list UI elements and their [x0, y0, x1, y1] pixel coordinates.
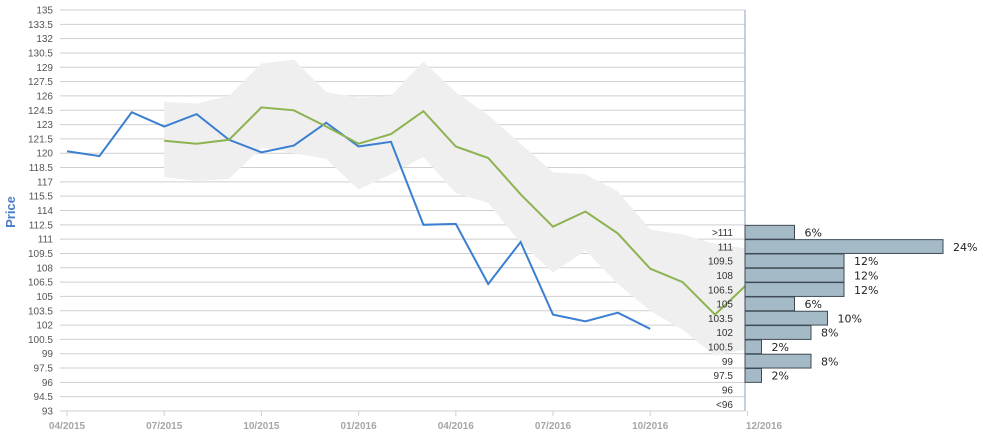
x-tick-label: 07/2016 [535, 421, 572, 432]
y-tick-label: 111 [38, 235, 54, 246]
y-tick-label: 115.5 [29, 192, 54, 203]
x-tick-label: 04/2015 [49, 421, 86, 432]
histogram-bin-label: 111 [718, 242, 734, 253]
histogram-bin-label: 99 [722, 357, 734, 368]
histogram-bar-value: 2% [772, 370, 789, 383]
y-axis-label: Price [3, 196, 18, 228]
grid-lines [60, 9, 745, 412]
histogram-bar [744, 253, 845, 269]
histogram-bar [744, 282, 845, 297]
histogram-bin-label: 106.5 [708, 285, 733, 296]
histogram-bar [744, 239, 944, 254]
y-axis-ticks: 93 94.5 96 97.5 99 100.5 102 103.5 105 106.5 108 10… [28, 6, 53, 418]
histogram-bar [744, 310, 828, 326]
histogram-bar-value: 6% [805, 298, 822, 311]
y-tick-label: 108 [36, 263, 53, 274]
histogram-bin-label: 97.5 [714, 371, 734, 382]
y-tick-label: 121.5 [28, 134, 53, 145]
histogram-bar-value: 8% [821, 327, 838, 340]
series-line-2 [164, 106, 749, 316]
y-tick-label: 129 [36, 63, 53, 74]
histogram-bar-value: 24% [953, 241, 977, 254]
y-tick-label: 127.5 [28, 77, 53, 88]
y-tick-label: 126 [36, 91, 53, 102]
histogram-bar-value: 6% [805, 226, 822, 239]
histogram: >111 6% 111 24% 109.5 12% 108 12% 106.5 12% 105 6% 1… [708, 224, 977, 411]
x-tick-label: 04/2016 [438, 421, 475, 432]
y-tick-label: 97.5 [34, 364, 54, 375]
y-tick-label: 130.5 [28, 48, 53, 59]
histogram-bar-value: 12% [854, 255, 878, 268]
histogram-bin-label: 100.5 [708, 343, 733, 354]
y-tick-label: 120 [36, 149, 53, 160]
histogram-bar-value: 8% [821, 355, 838, 368]
histogram-bar [744, 339, 762, 355]
x-tick-label: 10/2016 [632, 421, 669, 432]
histogram-bar [744, 368, 762, 383]
y-tick-label: 133.5 [28, 20, 53, 31]
y-tick-label: 99 [42, 349, 54, 360]
y-tick-label: 123 [36, 120, 53, 131]
y-tick-label: 94.5 [34, 392, 54, 403]
y-tick-label: 103.5 [28, 306, 53, 317]
y-tick-label: 100.5 [28, 335, 53, 346]
histogram-bin-label: <96 [716, 400, 733, 411]
y-tick-label: 105 [36, 292, 53, 303]
histogram-bin-label: 108 [716, 271, 733, 282]
histogram-bar [744, 353, 812, 369]
x-axis-ticks: 04/2015 07/2015 10/2015 01/2016 04/2016 07/20… [49, 411, 783, 432]
y-tick-label: 135 [36, 6, 53, 17]
histogram-bar [744, 267, 845, 283]
histogram-bar-value: 12% [854, 269, 878, 282]
histogram-bin-label: 102 [716, 328, 733, 339]
series-line-1 [66, 110, 651, 330]
y-tick-label: 109.5 [28, 249, 53, 260]
y-tick-label: 93 [42, 407, 54, 418]
x-tick-label: 07/2015 [146, 421, 183, 432]
y-tick-label: 114 [37, 206, 53, 217]
y-tick-label: 124.5 [28, 106, 53, 117]
y-tick-label: 102 [36, 321, 53, 332]
y-tick-label: 106.5 [28, 278, 53, 289]
histogram-bin-label: 109.5 [708, 257, 733, 268]
x-tick-label: 10/2015 [243, 421, 280, 432]
histogram-bar [744, 325, 812, 340]
x-tick-label: 01/2016 [341, 421, 378, 432]
histogram-bin-label: >111 [712, 228, 733, 239]
y-tick-label: 118.5 [29, 163, 54, 174]
y-tick-label: 96 [42, 378, 54, 389]
histogram-bin-label: 103.5 [708, 314, 733, 325]
histogram-bin-label: 105 [716, 300, 733, 311]
histogram-bar [744, 296, 795, 312]
y-tick-label: 112.5 [29, 220, 54, 231]
histogram-bar-value: 2% [772, 341, 789, 354]
y-tick-label: 132 [36, 34, 53, 45]
series-lines [66, 106, 749, 330]
histogram-bar-value: 12% [854, 284, 878, 297]
x-tick-label: 12/2016 [746, 421, 783, 432]
histogram-bar-value: 10% [838, 312, 862, 325]
y-tick-label: 117 [37, 177, 53, 188]
histogram-bar [744, 224, 795, 240]
histogram-bin-label: 96 [722, 386, 734, 397]
